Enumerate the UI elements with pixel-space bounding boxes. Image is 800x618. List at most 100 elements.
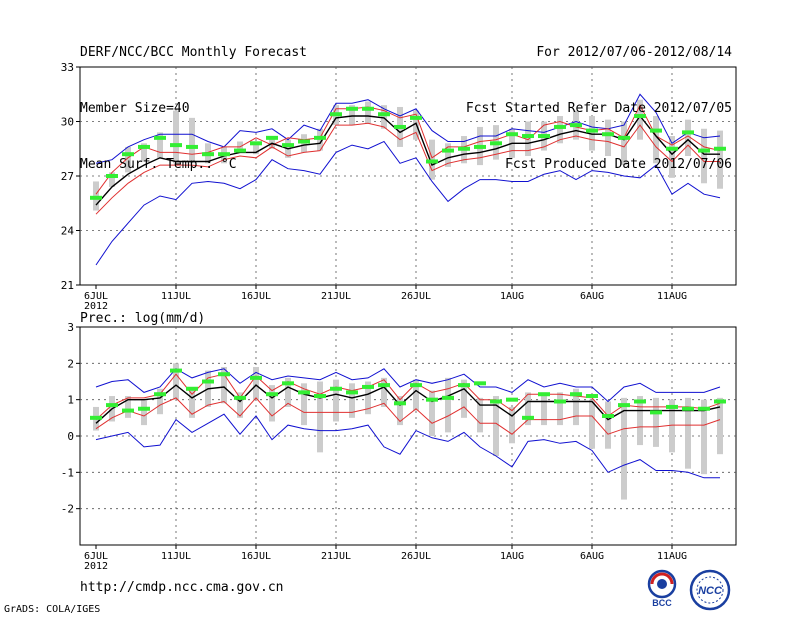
median-marker bbox=[218, 152, 230, 157]
spread-box bbox=[573, 388, 579, 426]
y-tick-label: 3 bbox=[67, 321, 74, 334]
series-min-line bbox=[95, 140, 721, 266]
median-marker bbox=[122, 152, 134, 157]
median-marker bbox=[218, 372, 230, 377]
x-tick-label: 21JUL bbox=[321, 551, 351, 562]
spread-box bbox=[685, 397, 691, 469]
x-tick-label: 6JUL bbox=[84, 291, 108, 302]
median-marker bbox=[250, 141, 262, 146]
spread-box bbox=[541, 392, 547, 426]
x-tick-label: 26JUL bbox=[401, 551, 431, 562]
median-marker bbox=[90, 195, 102, 200]
median-marker bbox=[122, 408, 134, 413]
member-size: Member Size=40 bbox=[80, 101, 190, 116]
median-marker bbox=[506, 132, 518, 137]
spread-box bbox=[141, 143, 147, 162]
source-url[interactable]: http://cmdp.ncc.cma.gov.cn bbox=[80, 580, 284, 595]
chart-panel-2: -2 -1 0 1 2 3 6JUL 11JUL 16JUL 21JUL 26JUL 1AUG 6AUG… bbox=[61, 311, 737, 572]
x-tick-label: 21JUL bbox=[321, 291, 351, 302]
median-marker bbox=[282, 381, 294, 386]
median-marker bbox=[522, 415, 534, 420]
spread-box bbox=[301, 383, 307, 426]
median-marker bbox=[602, 132, 614, 137]
series-lower-line bbox=[95, 397, 721, 435]
y-tick-label: 0 bbox=[67, 430, 74, 443]
series-lower-line bbox=[95, 122, 720, 215]
spread-box bbox=[669, 136, 675, 178]
x-tick-label: 1AUG bbox=[500, 551, 524, 562]
x-tick-label: 6AUG bbox=[580, 551, 604, 562]
year-label: 2012 bbox=[84, 561, 108, 572]
spread-box bbox=[253, 366, 259, 400]
spread-box bbox=[557, 392, 563, 426]
median-marker bbox=[234, 395, 246, 400]
spread-box bbox=[701, 399, 707, 475]
median-marker bbox=[330, 386, 342, 391]
y-tick-label: -1 bbox=[61, 466, 74, 479]
median-marker bbox=[138, 144, 150, 149]
variable-label: Mean Surf. Temp.: °C bbox=[80, 157, 237, 172]
median-marker bbox=[234, 148, 246, 153]
x-tick-label: 1AUG bbox=[500, 291, 524, 302]
panel-title: Prec.: log(mm/d) bbox=[80, 311, 205, 326]
year-label: 2012 bbox=[84, 301, 108, 312]
header-right: For 2012/07/06-2012/08/14 Fcst Started R… bbox=[466, 8, 732, 194]
median-marker bbox=[506, 397, 518, 402]
median-marker bbox=[666, 146, 678, 151]
spread-box bbox=[701, 128, 707, 184]
spread-box bbox=[349, 105, 355, 126]
median-marker bbox=[458, 383, 470, 388]
spread-box bbox=[717, 130, 723, 189]
spread-box bbox=[429, 390, 435, 436]
x-tick-label: 11JUL bbox=[161, 291, 191, 302]
fcst-produced-date: Fcst Produced Date 2012/07/06 bbox=[505, 157, 732, 172]
spread-box bbox=[333, 379, 339, 422]
median-marker bbox=[314, 135, 326, 140]
median-marker bbox=[618, 135, 630, 140]
spread-box bbox=[477, 397, 483, 433]
median-marker bbox=[362, 384, 374, 389]
median-marker bbox=[538, 134, 550, 139]
median-marker bbox=[138, 406, 150, 411]
spread-box bbox=[173, 110, 179, 164]
bcc-logo-text: BCC bbox=[652, 598, 672, 608]
median-marker bbox=[714, 399, 726, 404]
series-min-line bbox=[95, 413, 720, 479]
spread-box bbox=[221, 366, 227, 404]
median-marker bbox=[490, 399, 502, 404]
y-tick-label: 1 bbox=[67, 394, 74, 407]
y-tick-label: 24 bbox=[61, 225, 75, 238]
spread-box bbox=[365, 101, 371, 124]
median-marker bbox=[426, 159, 438, 164]
median-marker bbox=[282, 143, 294, 148]
forecast-title: DERF/NCC/BCC Monthly Forecast bbox=[80, 45, 307, 60]
spread-box bbox=[237, 392, 243, 418]
spread-box bbox=[589, 399, 595, 449]
series-max-line bbox=[95, 368, 721, 403]
spread-box bbox=[157, 388, 163, 415]
median-marker bbox=[586, 394, 598, 399]
median-marker bbox=[554, 124, 566, 129]
median-marker bbox=[394, 401, 406, 406]
median-marker bbox=[442, 395, 454, 400]
median-marker bbox=[714, 146, 726, 151]
spread-box bbox=[125, 146, 131, 173]
median-marker bbox=[186, 386, 198, 391]
x-tick-label: 6JUL bbox=[84, 551, 108, 562]
chart-panel-1: 21 24 27 30 33 6JUL 11JUL 16JUL 21JUL 26JUL 1AUG 6A… bbox=[61, 61, 737, 312]
spread-box bbox=[669, 399, 675, 453]
spread-box bbox=[397, 396, 403, 426]
median-marker bbox=[522, 134, 534, 139]
spread-box bbox=[525, 392, 531, 426]
spread-box bbox=[189, 117, 195, 164]
spread-box bbox=[637, 99, 643, 140]
median-marker bbox=[378, 383, 390, 388]
x-tick-label: 11JUL bbox=[161, 551, 191, 562]
spread-box bbox=[317, 381, 323, 453]
median-marker bbox=[250, 375, 262, 380]
y-tick-label: 33 bbox=[61, 61, 74, 74]
x-tick-label: 26JUL bbox=[401, 291, 431, 302]
fcst-started-date: Fcst Started Refer Date 2012/07/05 bbox=[465, 101, 732, 116]
median-marker bbox=[474, 144, 486, 149]
median-marker bbox=[490, 141, 502, 146]
